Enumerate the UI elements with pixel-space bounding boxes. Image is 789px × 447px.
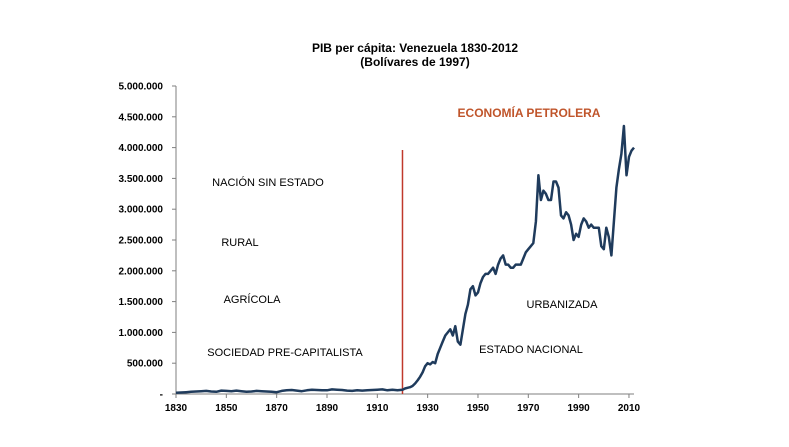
y-tick-label: 1.000.000	[119, 328, 164, 339]
annotation-oil-economy: ECONOMÍA PETROLERA	[458, 105, 601, 120]
x-tick-label: 1970	[517, 403, 540, 414]
x-axis: 1830 1850 1870 1890 1910 1930 1950 1970 1990 2010	[165, 393, 641, 414]
y-tick-label: 2.000.000	[119, 266, 164, 277]
annotation-nation-without-state: NACIÓN SIN ESTADO	[212, 176, 324, 189]
y-tick-label: -	[160, 390, 163, 401]
y-tick-label: 4.500.000	[119, 112, 164, 123]
y-tick-label: 2.500.000	[119, 236, 164, 247]
annotation-national-state: ESTADO NACIONAL	[479, 344, 583, 356]
annotation-urbanized: URBANIZADA	[527, 299, 599, 311]
x-tick-label: 2010	[618, 403, 641, 414]
x-tick-label: 1830	[165, 403, 188, 414]
annotation-rural: RURAL	[221, 237, 258, 249]
y-tick-label: 5.000.000	[119, 82, 164, 93]
y-axis: - 500.000 1.000.000 1.500.000 2.000.000 2.500…	[119, 82, 177, 401]
y-tick-label: 4.000.000	[119, 143, 164, 154]
series-line-gdp-per-capita	[175, 124, 635, 395]
annotation-agricultural: AGRÍCOLA	[224, 293, 282, 306]
y-tick-label: 3.500.000	[119, 174, 164, 185]
chart-title: PIB per cápita: Venezuela 1830-2012	[312, 41, 518, 55]
y-tick-label: 3.000.000	[119, 205, 164, 216]
y-tick-label: 500.000	[127, 359, 164, 370]
x-tick-label: 1990	[568, 403, 591, 414]
chart-subtitle: (Bolívares de 1997)	[360, 55, 469, 69]
x-tick-label: 1870	[266, 403, 289, 414]
x-tick-label: 1890	[316, 403, 339, 414]
x-tick-label: 1850	[215, 403, 238, 414]
x-tick-label: 1930	[417, 403, 440, 414]
annotation-pre-capitalist-society: SOCIEDAD PRE-CAPITALISTA	[207, 347, 363, 359]
y-tick-label: 1.500.000	[119, 297, 164, 308]
x-tick-label: 1910	[366, 403, 389, 414]
x-tick-label: 1950	[467, 403, 490, 414]
